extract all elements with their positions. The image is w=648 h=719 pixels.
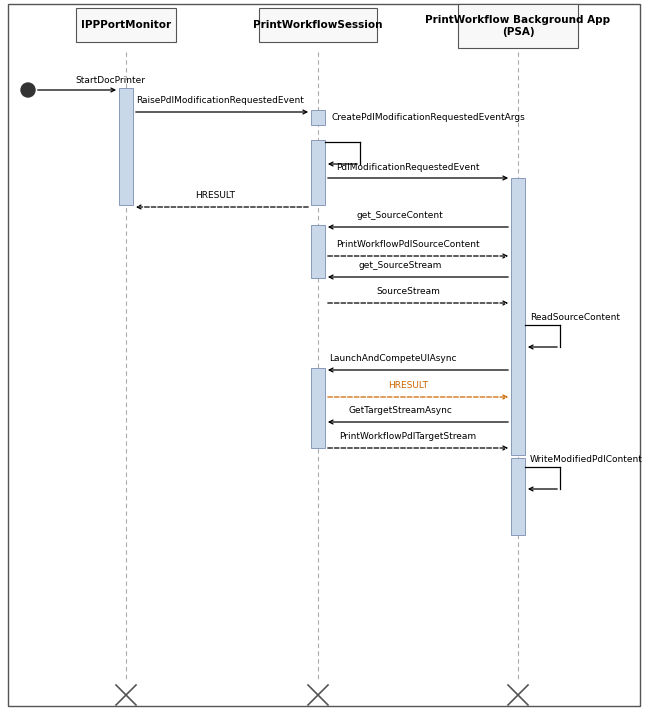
Text: GetTargetStreamAsync: GetTargetStreamAsync bbox=[348, 406, 452, 415]
Text: PrintWorkflowPdlSourceContent: PrintWorkflowPdlSourceContent bbox=[336, 240, 480, 249]
Bar bbox=[311, 225, 325, 278]
Bar bbox=[259, 8, 377, 42]
Text: get_SourceContent: get_SourceContent bbox=[356, 211, 443, 220]
Bar bbox=[311, 110, 325, 125]
Text: SourceStream: SourceStream bbox=[376, 287, 440, 296]
Text: PrintWorkflowPdlTargetStream: PrintWorkflowPdlTargetStream bbox=[340, 432, 476, 441]
Text: LaunchAndCompeteUIAsync: LaunchAndCompeteUIAsync bbox=[329, 354, 457, 363]
Text: StartDocPrinter: StartDocPrinter bbox=[75, 76, 145, 85]
Bar bbox=[311, 368, 325, 448]
Text: CreatePdlModificationRequestedEventArgs: CreatePdlModificationRequestedEventArgs bbox=[332, 114, 526, 122]
Bar bbox=[311, 140, 325, 205]
Text: HRESULT: HRESULT bbox=[195, 191, 235, 200]
Bar bbox=[458, 4, 578, 48]
Text: PrintWorkflowSession: PrintWorkflowSession bbox=[253, 20, 383, 30]
Text: RaisePdlModificationRequestedEvent: RaisePdlModificationRequestedEvent bbox=[136, 96, 304, 105]
Bar bbox=[76, 8, 176, 42]
Bar bbox=[119, 88, 133, 205]
Bar bbox=[511, 178, 525, 455]
Text: HRESULT: HRESULT bbox=[388, 381, 428, 390]
Text: WriteModifiedPdlContent: WriteModifiedPdlContent bbox=[530, 456, 643, 464]
Text: ReadSourceContent: ReadSourceContent bbox=[530, 313, 620, 323]
Circle shape bbox=[21, 83, 35, 97]
Text: IPPPortMonitor: IPPPortMonitor bbox=[81, 20, 171, 30]
Bar bbox=[511, 458, 525, 535]
Text: PdlModificationRequestedEvent: PdlModificationRequestedEvent bbox=[336, 163, 480, 172]
Text: PrintWorkflow Background App
(PSA): PrintWorkflow Background App (PSA) bbox=[426, 15, 610, 37]
Text: get_SourceStream: get_SourceStream bbox=[358, 261, 442, 270]
